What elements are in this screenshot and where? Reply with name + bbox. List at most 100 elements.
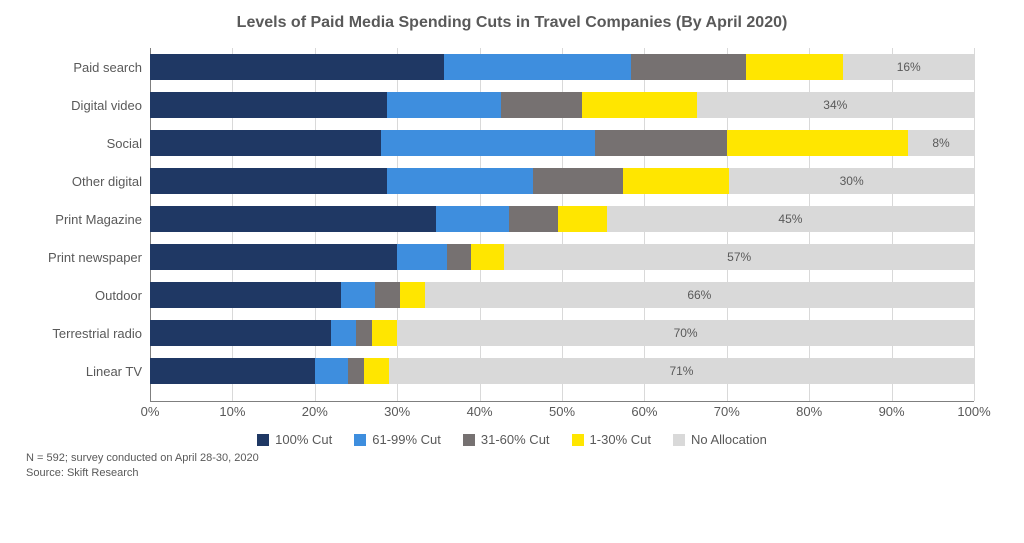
bar-segment	[471, 244, 504, 270]
bar-segment	[397, 244, 446, 270]
bar-row: Linear TV20%4%2%3%71%	[150, 352, 974, 390]
bar-track: 28%26%16%22%8%	[150, 130, 974, 156]
chart-title: Levels of Paid Media Spending Cuts in Tr…	[20, 14, 1004, 32]
bar-segment	[341, 282, 374, 308]
bar-segment	[387, 92, 501, 118]
category-label: Print newspaper	[48, 250, 150, 265]
bar-segment	[607, 206, 974, 232]
legend-item: No Allocation	[673, 432, 767, 447]
x-tick-label: 20%	[302, 404, 328, 419]
bar-segment	[150, 54, 444, 80]
bar-row: Other digital29%18%11%13%30%	[150, 162, 974, 200]
bar-segment	[150, 282, 341, 308]
bar-segment	[558, 206, 607, 232]
x-axis: 0%10%20%30%40%50%60%70%80%90%100%	[150, 402, 974, 424]
bar-segment	[381, 130, 595, 156]
bar-segment	[595, 130, 727, 156]
footer-line: N = 592; survey conducted on April 28-30…	[26, 451, 1004, 466]
category-label: Other digital	[72, 174, 150, 189]
bar-segment	[356, 320, 372, 346]
x-tick-label: 90%	[879, 404, 905, 419]
x-tick-label: 80%	[796, 404, 822, 419]
bar-segment	[150, 244, 397, 270]
bar-segment	[364, 358, 389, 384]
bar-segment	[387, 168, 534, 194]
x-tick-label: 50%	[549, 404, 575, 419]
bar-row: Print Magazine35%9%6%6%45%	[150, 200, 974, 238]
bar-segment	[400, 282, 425, 308]
bar-segment	[623, 168, 729, 194]
bar-segment	[331, 320, 356, 346]
bar-row: Terrestrial radio22%3%2%3%70%	[150, 314, 974, 352]
bar-segment	[436, 206, 509, 232]
legend-swatch	[673, 434, 685, 446]
bar-segment	[397, 320, 974, 346]
bar-row: Print newspaper30%6%3%4%57%	[150, 238, 974, 276]
bar-segment	[150, 168, 387, 194]
category-label: Linear TV	[86, 364, 150, 379]
legend: 100% Cut 61-99% Cut 31-60% Cut 1-30% Cut No …	[20, 432, 1004, 447]
bar-segment	[582, 92, 696, 118]
category-label: Outdoor	[95, 288, 150, 303]
bar-segment	[372, 320, 397, 346]
bar-row: Outdoor23%4%3%3%66%	[150, 276, 974, 314]
bar-segment	[697, 92, 974, 118]
x-tick-label: 40%	[467, 404, 493, 419]
bar-row: Paid search36%23%14%12%16%	[150, 48, 974, 86]
bar-segment	[843, 54, 974, 80]
bar-track: 23%4%3%3%66%	[150, 282, 974, 308]
bar-rows: Paid search36%23%14%12%16%Digital video2…	[150, 48, 974, 390]
bar-row: Digital video29%14%10%14%34%	[150, 86, 974, 124]
legend-swatch	[463, 434, 475, 446]
bar-segment	[509, 206, 558, 232]
legend-swatch	[354, 434, 366, 446]
chart-container: Levels of Paid Media Spending Cuts in Tr…	[0, 0, 1024, 543]
bar-segment	[447, 244, 472, 270]
plot-area: Paid search36%23%14%12%16%Digital video2…	[150, 48, 974, 402]
legend-label: 1-30% Cut	[590, 432, 651, 447]
bar-segment	[150, 320, 331, 346]
bar-segment	[375, 282, 400, 308]
x-tick-label: 0%	[141, 404, 160, 419]
legend-item: 1-30% Cut	[572, 432, 651, 447]
legend-label: 31-60% Cut	[481, 432, 550, 447]
bar-segment	[533, 168, 623, 194]
chart-footer: N = 592; survey conducted on April 28-30…	[26, 451, 1004, 481]
bar-segment	[444, 54, 632, 80]
bar-segment	[425, 282, 974, 308]
bar-track: 30%6%3%4%57%	[150, 244, 974, 270]
x-tick-label: 100%	[957, 404, 990, 419]
category-label: Print Magazine	[55, 212, 150, 227]
legend-swatch	[572, 434, 584, 446]
bar-segment	[504, 244, 974, 270]
legend-label: No Allocation	[691, 432, 767, 447]
bar-segment	[150, 358, 315, 384]
bar-track: 29%14%10%14%34%	[150, 92, 974, 118]
legend-item: 31-60% Cut	[463, 432, 550, 447]
bar-segment	[631, 54, 745, 80]
bar-segment	[727, 130, 908, 156]
bar-segment	[908, 130, 974, 156]
x-tick-label: 60%	[631, 404, 657, 419]
bar-segment	[746, 54, 844, 80]
legend-item: 100% Cut	[257, 432, 332, 447]
bar-segment	[315, 358, 348, 384]
bar-track: 20%4%2%3%71%	[150, 358, 974, 384]
bar-segment	[150, 130, 381, 156]
legend-label: 61-99% Cut	[372, 432, 441, 447]
x-tick-label: 10%	[219, 404, 245, 419]
bar-track: 22%3%2%3%70%	[150, 320, 974, 346]
bar-segment	[729, 168, 974, 194]
bar-segment	[348, 358, 364, 384]
footer-line: Source: Skift Research	[26, 466, 1004, 481]
bar-segment	[150, 206, 436, 232]
bar-track: 29%18%11%13%30%	[150, 168, 974, 194]
bar-segment	[389, 358, 974, 384]
category-label: Terrestrial radio	[52, 326, 150, 341]
category-label: Social	[107, 136, 150, 151]
bar-segment	[501, 92, 583, 118]
bar-segment	[150, 92, 387, 118]
bar-row: Social28%26%16%22%8%	[150, 124, 974, 162]
category-label: Digital video	[71, 98, 150, 113]
bar-track: 36%23%14%12%16%	[150, 54, 974, 80]
